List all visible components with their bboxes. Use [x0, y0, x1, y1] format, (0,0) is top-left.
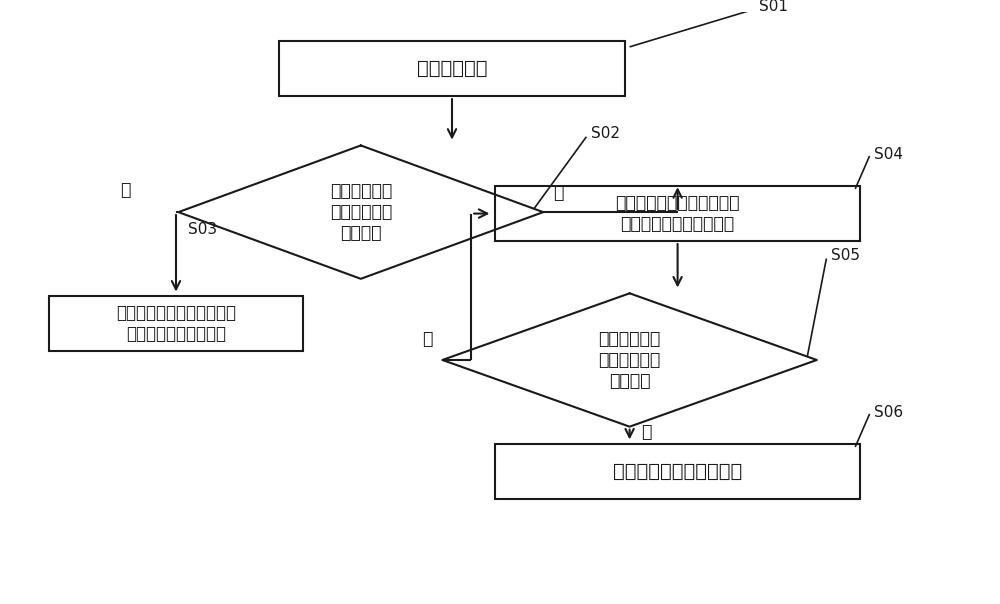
Text: S06: S06	[874, 405, 904, 420]
Bar	[495, 186, 860, 241]
Text: 否: 否	[422, 330, 433, 349]
Text: S01: S01	[759, 0, 788, 14]
Text: 否: 否	[553, 184, 563, 202]
Text: 是: 是	[120, 181, 131, 199]
Bar	[495, 444, 860, 499]
Text: 判断室内湿度
是否大于第二
预设湿度: 判断室内湿度 是否大于第二 预设湿度	[598, 330, 661, 390]
Text: S05: S05	[831, 248, 860, 263]
Text: 判断室内湿度
是否小于第一
预设湿度: 判断室内湿度 是否小于第一 预设湿度	[330, 182, 392, 242]
Text: 检测室内湿度: 检测室内湿度	[417, 59, 487, 78]
Text: S04: S04	[874, 147, 903, 162]
Bar	[49, 296, 303, 352]
Text: S02: S02	[591, 126, 620, 141]
Text: 是: 是	[641, 423, 651, 442]
Text: S03: S03	[188, 222, 217, 237]
Bar	[279, 41, 625, 96]
Text: 控制风机以第三转速运转: 控制风机以第三转速运转	[613, 462, 742, 481]
Text: 控制导风板遮盖出风口并控
制风机以第一转速运转: 控制导风板遮盖出风口并控 制风机以第一转速运转	[116, 304, 236, 343]
Text: 控制导风板上扬预设角度并
控制风机以第二转速运转: 控制导风板上扬预设角度并 控制风机以第二转速运转	[615, 194, 740, 233]
